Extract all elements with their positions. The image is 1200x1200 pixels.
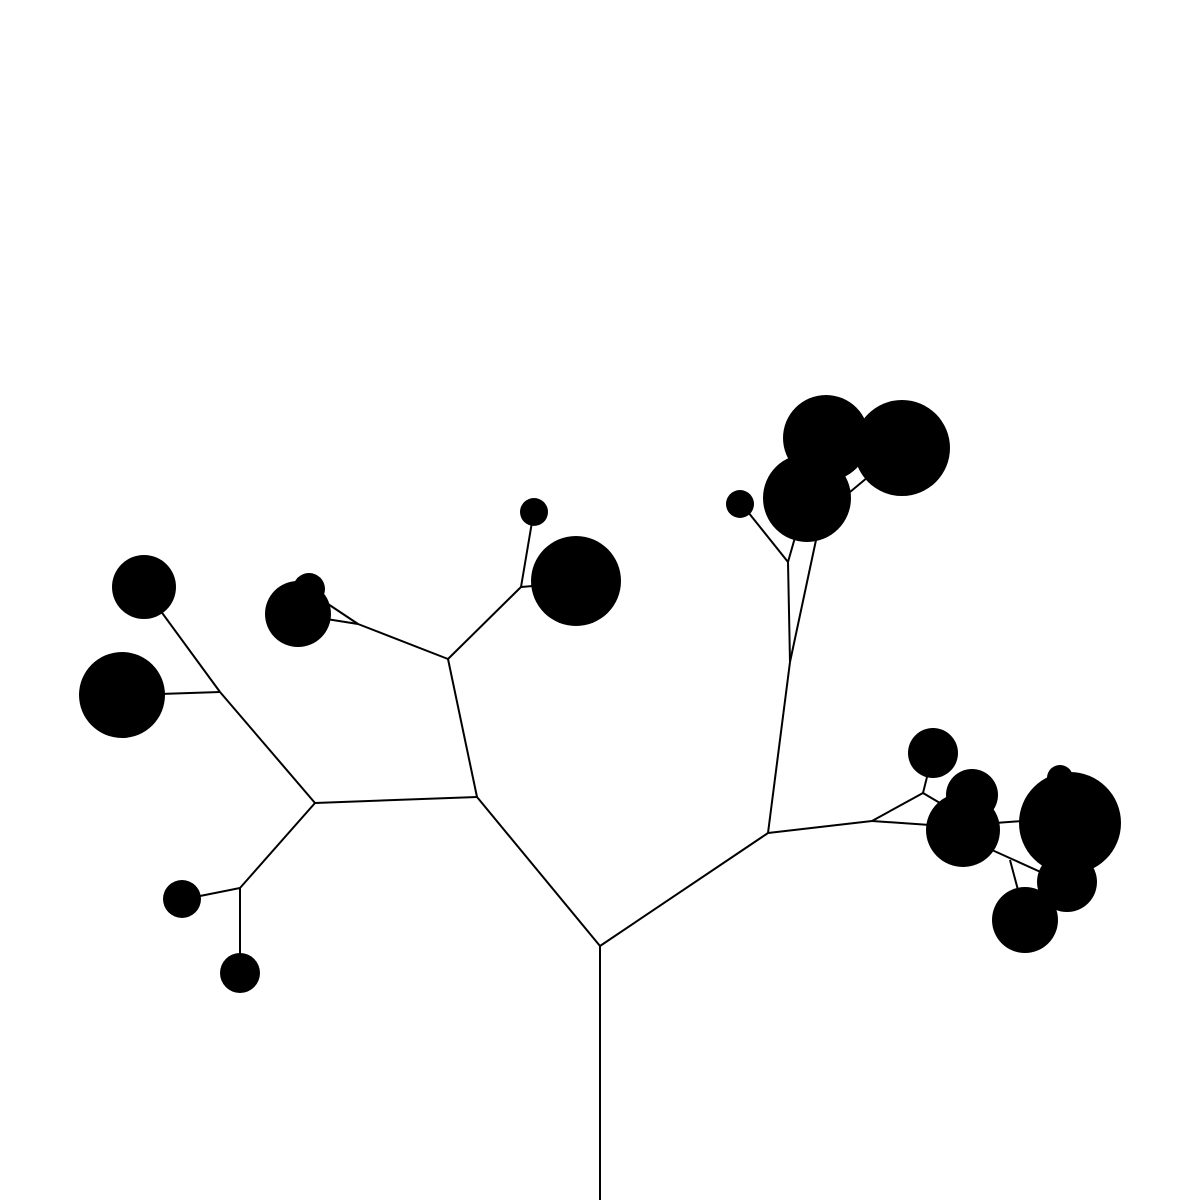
branch-center-left-to-cluster [357,623,449,660]
branch-cluster-right-b [991,849,1046,875]
leaf-circle [854,400,950,496]
leaf-circle [220,953,260,993]
branch-right-small-stem [747,511,789,563]
branch-center-left-up [447,658,478,798]
branch-far-left-up [219,691,316,804]
branch-left-horizontal [314,796,478,804]
leaf-circle [531,536,621,626]
branch-center-up-right [447,586,522,660]
branch-far-left-down [239,802,316,889]
branch-small-stem [520,521,533,588]
leaf-circle [763,454,851,542]
branch-right-fork-upstem [922,776,928,794]
branch-right-up-fork-b [789,539,817,663]
leaf-circle [1037,852,1097,912]
leaf-circle [163,880,201,918]
branch-right-up [767,661,791,834]
branch-top-cluster-link [849,476,869,493]
branch-cluster-right-c [1009,859,1019,891]
leaf-circle [1019,772,1121,874]
branch-right-up-fork-a [787,561,791,663]
leaf-circle [293,573,325,605]
branch-cluster-right-a [994,820,1023,824]
leaf-circle [726,490,754,518]
branch-right-fork-mid [871,820,931,826]
branch-right-main [599,832,769,947]
leaf-circle [926,793,1000,867]
leaf-circle [520,498,548,526]
branch-left-main [476,796,601,947]
branch-lower-left-side [194,887,241,898]
leaf-circle [908,728,958,778]
leaf-circle [79,652,165,738]
tree-branches [159,476,1046,1200]
branch-far-left-side [159,691,221,695]
tree-leaves [79,395,1121,993]
branch-right-horizontal [767,820,873,834]
leaf-circle [992,887,1058,953]
branch-far-left-top [159,609,221,693]
branch-right-fork-up [871,792,924,822]
leaf-circle [112,555,176,619]
